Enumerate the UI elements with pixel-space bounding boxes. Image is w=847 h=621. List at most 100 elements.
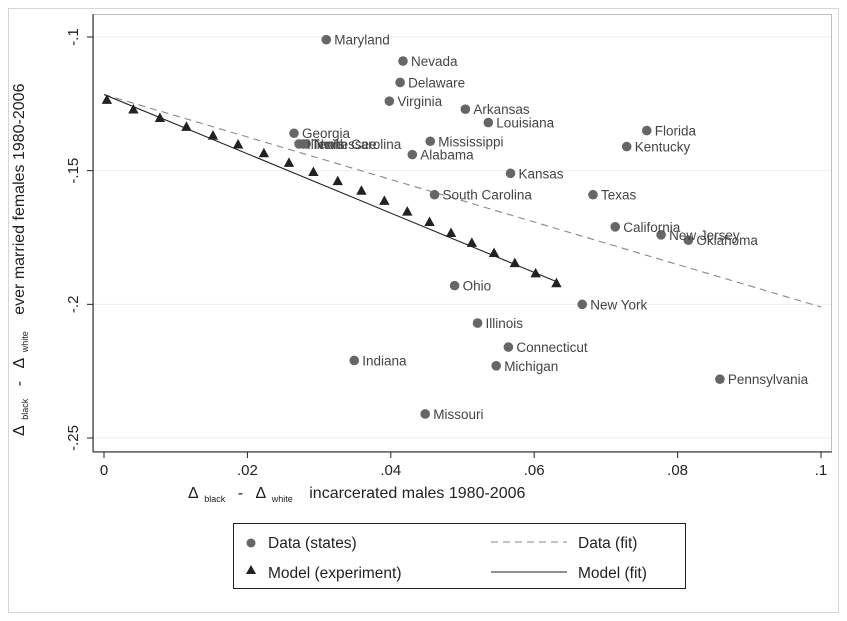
x-axis-text: incarcerated males 1980-2006 bbox=[309, 485, 525, 502]
state-point-arkansas bbox=[460, 104, 471, 114]
state-label-alabama: Alabama bbox=[420, 148, 474, 163]
data-points bbox=[101, 34, 725, 419]
y-axis-title: Δ black - Δ white ever married females 1… bbox=[11, 83, 32, 436]
grid-layer bbox=[94, 36, 831, 439]
point-labels: Maryland Nevada Delaware Virginia ArkansasLo… bbox=[302, 33, 809, 422]
x-ticks: 0 .02 .04 .06 .08 .1 bbox=[100, 452, 827, 479]
state-label-california: California bbox=[623, 220, 681, 235]
state-point-nevada bbox=[398, 56, 408, 66]
state-label-texas: Texas bbox=[601, 188, 637, 203]
legend-symbol-circle bbox=[246, 538, 256, 548]
y-tick-label: -.1 bbox=[65, 28, 82, 46]
state-label-maryland: Maryland bbox=[334, 33, 390, 48]
model-point bbox=[530, 267, 541, 278]
state-label-new-york: New York bbox=[590, 297, 647, 312]
legend-label-model-experiment: Model (experiment) bbox=[268, 565, 402, 582]
model-point bbox=[232, 138, 244, 149]
model-point bbox=[466, 237, 478, 247]
model-point bbox=[258, 147, 270, 158]
legend-label-data-states: Data (states) bbox=[268, 535, 357, 552]
model-point bbox=[445, 227, 457, 237]
y-tick-label: -.15 bbox=[65, 158, 82, 184]
state-label-louisiana: Louisiana bbox=[496, 116, 554, 131]
state-point-mississippi bbox=[425, 136, 436, 147]
x-axis-sub-1: black bbox=[204, 494, 226, 504]
y-ticks: -.1 -.15 -.2 -.25 bbox=[65, 28, 93, 451]
x-tick-label: .1 bbox=[815, 462, 828, 479]
axis-layer bbox=[92, 14, 832, 453]
y-axis-delta-1: Δ bbox=[11, 425, 28, 436]
y-axis-minus: - bbox=[11, 381, 28, 386]
model-point bbox=[283, 157, 295, 167]
state-point-texas bbox=[588, 189, 598, 200]
x-tick-label: .06 bbox=[524, 462, 545, 479]
state-point-illinois bbox=[472, 318, 483, 328]
model-point bbox=[488, 247, 500, 258]
state-label-michigan: Michigan bbox=[504, 359, 558, 374]
x-axis-sub-2: white bbox=[271, 494, 293, 504]
x-tick-label: 0 bbox=[100, 462, 108, 479]
state-point-virginia bbox=[384, 96, 395, 106]
state-label-illinois: Illinois bbox=[486, 316, 524, 331]
state-point-maryland bbox=[321, 34, 332, 45]
model-point bbox=[379, 195, 390, 205]
state-point-new-jersey bbox=[656, 230, 666, 240]
x-axis-delta-1: Δ bbox=[188, 485, 199, 502]
state-label-oklahoma: Oklahoma bbox=[696, 233, 758, 248]
y-tick-label: -.2 bbox=[65, 296, 82, 314]
state-point-georgia bbox=[289, 128, 299, 139]
state-label-nevada: Nevada bbox=[411, 54, 458, 69]
state-label-mississippi: Mississippi bbox=[438, 134, 503, 149]
state-label-arkansas: Arkansas bbox=[473, 102, 530, 117]
y-axis-delta-2: Δ bbox=[11, 357, 28, 368]
state-point-connecticut bbox=[503, 342, 514, 352]
state-label-connecticut: Connecticut bbox=[516, 340, 588, 355]
state-label-virginia: Virginia bbox=[397, 94, 442, 109]
model-point bbox=[509, 257, 521, 268]
state-point-missouri bbox=[420, 409, 431, 419]
y-axis-text: ever married females 1980-2006 bbox=[11, 83, 28, 314]
y-axis-sub-1: black bbox=[20, 398, 30, 420]
state-label-delaware: Delaware bbox=[408, 75, 465, 90]
legend-box bbox=[233, 523, 686, 589]
model-fit-line bbox=[103, 93, 557, 283]
state-point-indiana bbox=[349, 355, 360, 366]
state-label-kentucky: Kentucky bbox=[635, 140, 691, 155]
model-point bbox=[128, 103, 139, 114]
state-point-kentucky bbox=[621, 141, 632, 152]
model-point bbox=[551, 277, 562, 288]
state-point-new-york bbox=[577, 299, 588, 310]
model-point bbox=[181, 121, 192, 131]
state-label-florida: Florida bbox=[655, 124, 697, 139]
state-point-kansas bbox=[505, 168, 516, 179]
state-point-pennsylvania bbox=[715, 374, 725, 384]
state-label-tennessee: Tennessee bbox=[311, 137, 376, 152]
x-axis-title: Δ black - Δ white incarcerated males 198… bbox=[188, 485, 525, 506]
x-tick-label: .04 bbox=[380, 462, 401, 479]
x-axis-delta-2: Δ bbox=[256, 485, 267, 502]
state-point-louisiana bbox=[483, 117, 494, 128]
model-point bbox=[402, 206, 413, 216]
fit-lines bbox=[103, 93, 822, 308]
state-label-missouri: Missouri bbox=[433, 407, 483, 422]
data-fit-line bbox=[103, 93, 822, 308]
state-label-georgia: Georgia bbox=[302, 126, 351, 141]
legend: Data (states) Data (fit) Model (experime… bbox=[233, 523, 686, 589]
model-point bbox=[424, 216, 435, 226]
y-axis-sub-2: white bbox=[20, 331, 30, 353]
x-tick-label: .02 bbox=[237, 462, 258, 479]
model-point bbox=[308, 166, 319, 177]
model-point bbox=[356, 185, 367, 195]
state-point-michigan bbox=[491, 361, 501, 371]
outer-frame bbox=[8, 8, 839, 613]
state-point-delaware bbox=[395, 77, 405, 88]
state-label-ohio: Ohio bbox=[463, 279, 492, 294]
state-label-south-carolina: South Carolina bbox=[443, 188, 533, 203]
model-point bbox=[207, 130, 219, 140]
x-tick-label: .08 bbox=[667, 462, 688, 479]
x-axis-minus: - bbox=[238, 485, 243, 502]
legend-label-data-fit: Data (fit) bbox=[578, 535, 637, 552]
state-label-illinois: Illinois bbox=[307, 137, 345, 152]
